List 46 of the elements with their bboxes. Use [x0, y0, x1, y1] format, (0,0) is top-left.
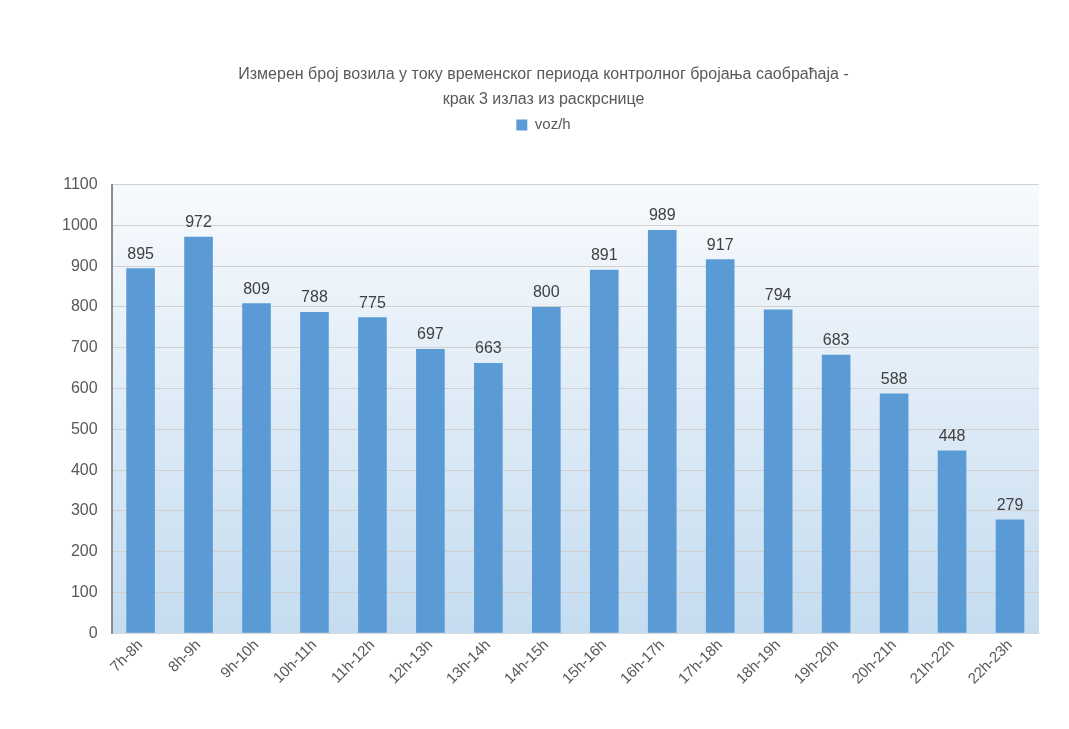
y-tick-label: 100: [70, 582, 98, 600]
data-label: 775: [359, 293, 386, 311]
chart-title: Измерен број возила у току временског периода контролног бројања саобраћаја - крак 3 излаз из раскрснице: [238, 64, 849, 107]
bar: [705, 259, 735, 633]
data-label: 788: [301, 288, 328, 306]
bar: [995, 519, 1025, 633]
bar: [300, 311, 329, 633]
data-label: 891: [590, 246, 618, 264]
y-tick-label: 300: [70, 501, 98, 519]
bar: [416, 349, 445, 633]
data-label: 989: [648, 206, 676, 224]
y-tick-label: 200: [70, 542, 98, 560]
bar: [879, 393, 909, 633]
bar: [126, 268, 155, 633]
data-label: 663: [475, 339, 502, 357]
data-label: 683: [822, 331, 850, 349]
data-label: 809: [243, 279, 270, 297]
legend-label: voz/h: [534, 115, 571, 133]
y-tick-label: 1000: [62, 215, 98, 233]
y-tick-label: 600: [70, 378, 98, 396]
data-label: 588: [880, 369, 908, 387]
bar: [532, 306, 561, 633]
data-label: 972: [185, 213, 212, 231]
y-tick-label: 700: [70, 338, 98, 356]
bar: [358, 317, 387, 633]
data-label: 917: [706, 235, 734, 253]
data-label: 697: [417, 325, 444, 343]
bar: [474, 362, 503, 633]
data-label: 794: [764, 285, 792, 303]
bar: [821, 354, 851, 633]
data-label: 448: [938, 426, 966, 444]
bar: [763, 309, 793, 633]
bar: [242, 303, 271, 633]
y-tick-label: 0: [88, 623, 98, 641]
data-label: 895: [127, 244, 155, 262]
y-tick-label: 500: [70, 419, 98, 437]
y-tick-label: 900: [70, 256, 98, 274]
y-tick-label: 400: [70, 460, 98, 478]
data-label: 800: [532, 283, 560, 301]
bar: [937, 450, 967, 633]
bar: [184, 236, 213, 633]
y-tick-label: 800: [70, 297, 98, 315]
data-label: 279: [996, 495, 1024, 513]
bar: [589, 269, 619, 633]
bar: [647, 229, 677, 633]
y-tick-label: 1100: [63, 175, 98, 193]
